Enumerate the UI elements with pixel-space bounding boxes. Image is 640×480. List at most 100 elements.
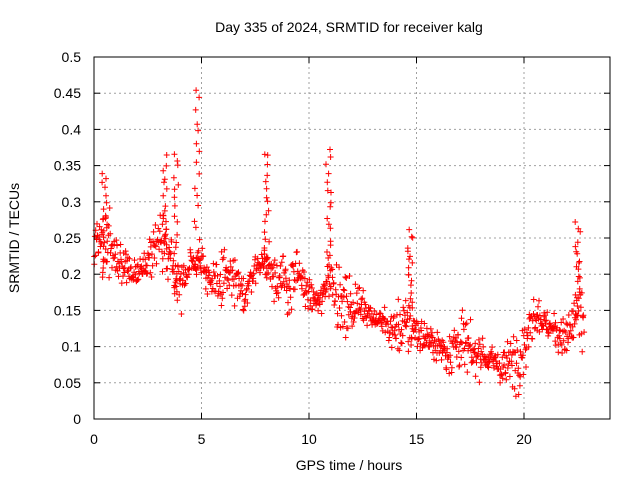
- data-point: [386, 329, 393, 336]
- data-point: [308, 285, 315, 291]
- data-point: [286, 277, 293, 284]
- data-point: [330, 279, 337, 286]
- data-point: [277, 263, 284, 269]
- data-point: [342, 334, 349, 341]
- data-point: [513, 337, 520, 344]
- data-point: [325, 170, 332, 177]
- data-point: [466, 342, 473, 349]
- data-point: [248, 289, 255, 295]
- data-point: [217, 271, 224, 278]
- data-point: [471, 349, 478, 356]
- data-point: [446, 333, 453, 340]
- data-point: [367, 304, 373, 311]
- data-point: [418, 327, 425, 334]
- data-point: [521, 326, 528, 333]
- data-point: [364, 322, 371, 329]
- data-point: [472, 373, 479, 380]
- data-point: [577, 304, 584, 311]
- data-point: [571, 300, 578, 307]
- data-point: [94, 220, 100, 227]
- data-point: [463, 339, 470, 346]
- data-point: [579, 348, 586, 355]
- data-point: [216, 277, 223, 284]
- data-point: [408, 277, 415, 284]
- data-point: [347, 290, 354, 297]
- data-point: [234, 270, 241, 277]
- data-point: [273, 290, 280, 297]
- data-point: [354, 300, 361, 307]
- data-point: [404, 245, 411, 252]
- data-point: [301, 269, 307, 275]
- data-point: [103, 175, 109, 182]
- data-point: [407, 282, 414, 289]
- y-tick-label: 0.15: [54, 302, 81, 318]
- data-point: [265, 207, 272, 214]
- data-point: [117, 241, 124, 248]
- data-points: [91, 87, 588, 400]
- data-point: [545, 330, 552, 337]
- data-point: [391, 327, 398, 334]
- data-point: [263, 211, 270, 218]
- data-point: [402, 297, 409, 304]
- data-point: [271, 298, 278, 305]
- data-point: [197, 256, 204, 263]
- data-point: [576, 258, 583, 265]
- data-point: [328, 189, 334, 196]
- data-point: [173, 270, 180, 277]
- data-point: [429, 334, 436, 341]
- data-point: [262, 178, 269, 185]
- data-point: [126, 255, 133, 262]
- data-point: [269, 283, 275, 290]
- data-point: [581, 329, 588, 336]
- data-point: [404, 309, 411, 316]
- y-tick-label: 0.35: [54, 158, 81, 174]
- data-point: [257, 269, 263, 276]
- data-point: [379, 319, 386, 326]
- data-point: [359, 295, 366, 302]
- data-point: [572, 291, 579, 298]
- data-point: [511, 385, 518, 392]
- data-point: [362, 301, 369, 308]
- data-point: [100, 234, 107, 241]
- data-point: [230, 276, 237, 283]
- data-point: [324, 249, 330, 255]
- y-axis-label: SRMTID / TECUs: [6, 183, 22, 293]
- data-point: [516, 382, 523, 389]
- data-point: [403, 319, 410, 326]
- data-point: [264, 255, 271, 262]
- data-point: [344, 325, 351, 332]
- data-point: [264, 161, 271, 168]
- data-point: [166, 244, 173, 251]
- data-point: [111, 254, 118, 261]
- data-point: [572, 243, 579, 250]
- data-point: [447, 359, 454, 366]
- chart-title: Day 335 of 2024, SRMTID for receiver kal…: [215, 19, 483, 35]
- data-point: [108, 242, 115, 249]
- data-point: [485, 359, 492, 366]
- data-point: [123, 251, 129, 258]
- data-point: [416, 335, 423, 342]
- data-point: [235, 269, 242, 276]
- data-point: [559, 350, 566, 356]
- data-point: [114, 242, 120, 249]
- data-point: [96, 223, 103, 230]
- data-point: [453, 335, 459, 341]
- data-point: [264, 152, 271, 159]
- data-point: [196, 148, 203, 155]
- data-point: [327, 199, 334, 206]
- data-point: [285, 299, 291, 306]
- data-point: [146, 254, 153, 261]
- data-point: [341, 287, 348, 294]
- data-point: [427, 325, 434, 332]
- data-point: [444, 345, 451, 352]
- data-point: [541, 318, 548, 324]
- data-point: [163, 241, 170, 248]
- x-axis-label: GPS time / hours: [296, 457, 403, 473]
- data-point: [165, 276, 171, 283]
- data-point: [406, 226, 413, 233]
- data-point: [496, 360, 503, 367]
- data-point: [150, 228, 157, 235]
- data-point: [504, 355, 510, 361]
- data-point: [510, 333, 517, 340]
- data-point: [469, 358, 476, 365]
